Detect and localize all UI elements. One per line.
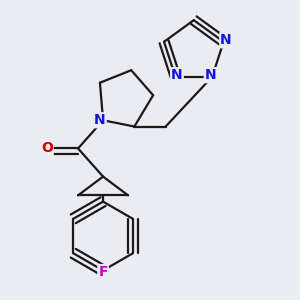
Text: N: N — [205, 68, 216, 82]
Text: N: N — [171, 68, 183, 82]
Text: N: N — [220, 33, 232, 47]
Text: N: N — [94, 113, 106, 127]
Text: F: F — [98, 265, 108, 279]
Text: O: O — [41, 141, 53, 155]
